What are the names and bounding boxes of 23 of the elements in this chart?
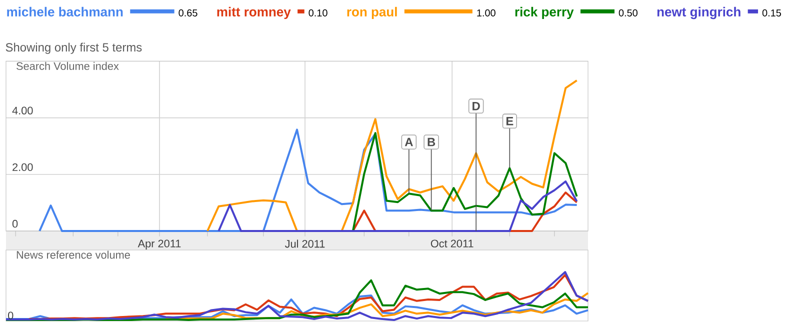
chart-title: Search Volume index [16, 62, 119, 70]
legend-label: mitt romney [217, 6, 291, 20]
text: 0.50 [618, 9, 638, 16]
y-tick-label: 2.00 [12, 163, 33, 172]
legend-label: michele bachmann [7, 6, 123, 16]
x-tick-label: Apr 2011 [138, 240, 181, 250]
annotation: A [404, 138, 413, 146]
y-tick-label: 0 [12, 220, 18, 228]
legend-label: rick perry [515, 6, 574, 20]
y-tick-label: 4.00 [12, 106, 33, 114]
legend-label: newt gingrich [657, 6, 740, 20]
text: 0.15 [762, 9, 782, 16]
text: 1.00 [477, 9, 496, 16]
x-tick-label: Jul 2011 [284, 240, 325, 248]
annotation: D [472, 102, 480, 110]
text: ron paul [347, 6, 397, 20]
text: 0.10 [308, 9, 328, 16]
annotation: E [506, 116, 514, 126]
x-tick-label: Oct 2011 [430, 240, 474, 248]
chart-title: News reference volume [16, 250, 130, 259]
text: 0.65 [178, 9, 198, 16]
chart-subtitle: Showing only first 5 terms [6, 42, 142, 54]
annotation: B [428, 138, 436, 146]
